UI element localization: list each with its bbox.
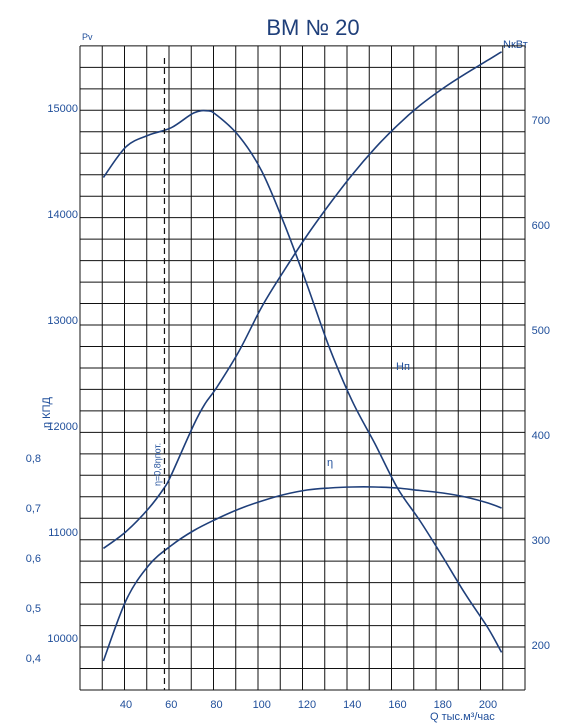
y-eff-axis-label: η КПД (41, 397, 53, 428)
y-right-tick-label: 500 (532, 325, 550, 337)
x-tick-label: 40 (120, 699, 132, 711)
y-eff-tick-label: 0,4 (26, 653, 41, 665)
efficiency-curve (102, 486, 502, 662)
efficiency-curve-label: η (327, 457, 333, 469)
y-right-tick-label: 600 (532, 220, 550, 232)
x-tick-label: 80 (210, 699, 222, 711)
y-eff-tick-label: 0,7 (26, 503, 41, 515)
pressure-curve (102, 109, 503, 653)
y-left-axis-label: Pv (82, 32, 93, 42)
y-left-tick-label: 14000 (47, 209, 78, 221)
grid (79, 45, 526, 691)
efficiency-limit-label: η=0,8ηпот. (152, 443, 162, 486)
x-axis-label: Q тыс.м³/час (430, 711, 495, 723)
y-right-tick-label: 700 (532, 115, 550, 127)
x-tick-label: 200 (479, 699, 497, 711)
chart-title: ВМ № 20 (266, 15, 359, 40)
x-tick-label: 140 (343, 699, 361, 711)
x-tick-label: 180 (434, 699, 452, 711)
x-tick-label: 60 (165, 699, 177, 711)
y-eff-tick-label: 0,6 (26, 553, 41, 565)
y-left-tick-label: 11000 (48, 527, 78, 539)
tick-labels: 40 60 80 100 120 140 160 180 200 10000 11000 12000 1… (26, 103, 550, 711)
y-left-tick-label: 12000 (47, 421, 78, 433)
y-eff-tick-label: 0,8 (26, 453, 41, 465)
y-left-tick-label: 10000 (47, 633, 78, 645)
annotations: Hп η η=0,8ηпот. (152, 58, 410, 690)
y-left-tick-label: 13000 (47, 315, 78, 327)
y-right-axis-label: NкВт (503, 39, 528, 51)
power-curve (102, 51, 502, 550)
y-left-tick-label: 15000 (47, 103, 78, 115)
y-right-tick-label: 300 (532, 535, 550, 547)
y-eff-tick-label: 0,5 (26, 603, 41, 615)
pressure-curve-label: Hп (396, 361, 410, 373)
x-tick-label: 120 (298, 699, 316, 711)
x-tick-label: 100 (253, 699, 271, 711)
y-right-tick-label: 400 (532, 430, 550, 442)
y-right-tick-label: 200 (532, 640, 550, 652)
x-tick-label: 160 (388, 699, 406, 711)
curves (102, 51, 503, 662)
